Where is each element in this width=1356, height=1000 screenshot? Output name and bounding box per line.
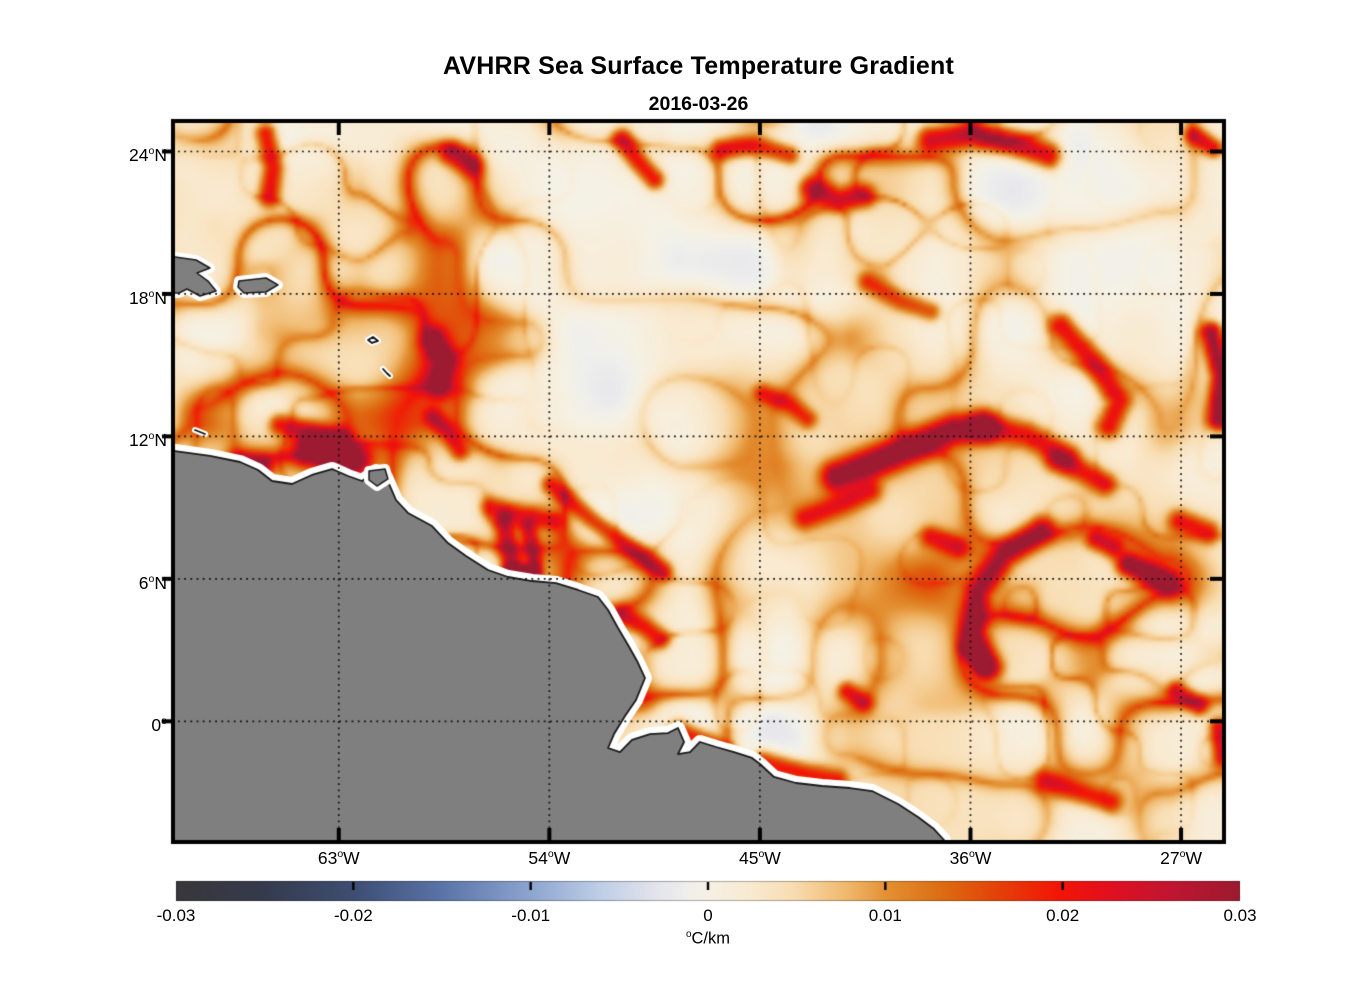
colorbar-tick-label: 0: [703, 906, 713, 925]
colorbar-tick-label: 0.01: [868, 906, 902, 925]
chart-date: 2016-03-26: [648, 93, 749, 115]
x-tick-label-36w: 36oW: [949, 848, 992, 868]
x-tick-label-27w: 27oW: [1160, 848, 1202, 868]
chart-title: AVHRR Sea Surface Temperature Gradient: [443, 52, 954, 80]
degree-symbol: o: [337, 848, 344, 861]
colorbar-tick-label: -0.03: [156, 906, 196, 925]
colorbar-tick-label: 0.03: [1223, 906, 1257, 925]
degree-symbol: o: [148, 572, 155, 585]
degree-symbol: o: [148, 287, 155, 300]
x-tick-label-54w: 54oW: [528, 848, 571, 868]
degree-symbol: o: [758, 848, 765, 861]
degree-symbol: o: [148, 145, 155, 158]
colorbar-unit-label: oC/km: [686, 929, 730, 948]
degree-symbol: o: [148, 430, 155, 443]
y-tick-label-0: 0o: [151, 715, 167, 736]
degree-symbol: o: [686, 929, 692, 940]
degree-symbol: o: [547, 848, 554, 861]
y-tick-label-6n: 6oN: [138, 572, 167, 593]
x-tick-label-45w: 45oW: [738, 848, 781, 868]
degree-symbol: o: [969, 848, 975, 861]
degree-symbol: o: [161, 715, 167, 728]
degree-symbol: o: [1179, 848, 1186, 861]
y-tick-label-12n: 12oN: [129, 430, 167, 451]
x-tick-label-63w: 63oW: [317, 848, 360, 868]
colorbar-tick-label: -0.02: [333, 906, 373, 925]
y-tick-label-24n: 24oN: [129, 145, 167, 166]
colorbar-tick-label: 0.02: [1046, 906, 1080, 925]
colorbar-tick-label: -0.01: [511, 906, 551, 925]
y-tick-label-18n: 18oN: [129, 287, 167, 308]
